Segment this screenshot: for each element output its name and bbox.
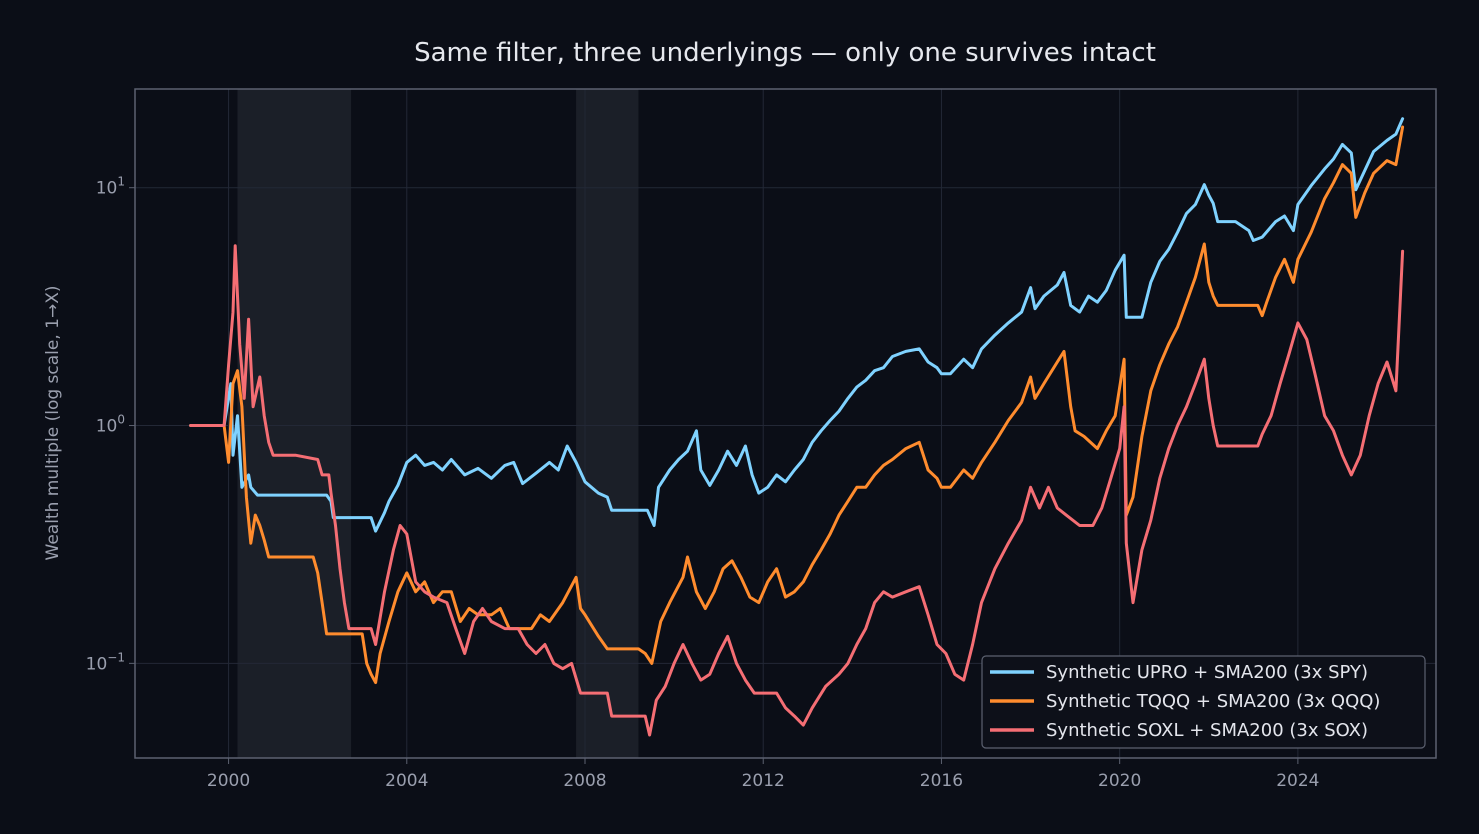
x-tick-label: 2012	[742, 771, 785, 791]
legend-entry: Synthetic SOXL + SMA200 (3x SOX)	[1046, 720, 1368, 741]
x-tick-label: 2000	[207, 771, 250, 791]
y-tick-label: 101	[96, 175, 125, 199]
plot-frame	[134, 88, 1437, 759]
y-tick-label: 100	[96, 413, 125, 437]
shaded-period	[237, 89, 352, 758]
shaded-periods	[237, 89, 639, 758]
x-tick-label: 2020	[1098, 771, 1141, 791]
legend-entry: Synthetic UPRO + SMA200 (3x SPY)	[1046, 662, 1368, 683]
series-line-1	[189, 125, 1405, 685]
legend: Synthetic UPRO + SMA200 (3x SPY) Syntheti…	[981, 655, 1426, 749]
chart-title: Same filter, three underlyings — only on…	[414, 38, 1156, 68]
series-lines	[189, 117, 1405, 737]
x-tick-label: 2008	[563, 771, 606, 791]
x-axis: 2000 2004 2008 2012 2016 2020 2024	[207, 758, 1320, 791]
x-tick-label: 2004	[385, 771, 428, 791]
x-tick-label: 2016	[920, 771, 963, 791]
y-tick-label: 10−1	[86, 650, 125, 674]
series-line-2	[189, 244, 1405, 737]
y-axis-label: Wealth multiple (log scale, 1→X)	[43, 286, 63, 561]
series-line-0	[189, 117, 1405, 533]
legend-box	[981, 655, 1426, 749]
legend-entry: Synthetic TQQQ + SMA200 (3x QQQ)	[1046, 691, 1380, 712]
x-tick-label: 2024	[1276, 771, 1319, 791]
y-axis: 10−1 100 101	[86, 175, 135, 674]
